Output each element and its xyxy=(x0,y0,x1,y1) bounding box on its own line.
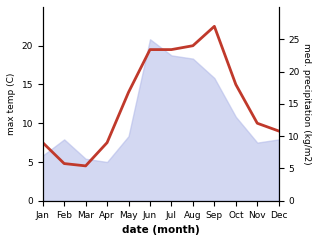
X-axis label: date (month): date (month) xyxy=(122,225,200,235)
Y-axis label: med. precipitation (kg/m2): med. precipitation (kg/m2) xyxy=(302,43,311,165)
Y-axis label: max temp (C): max temp (C) xyxy=(7,73,16,135)
